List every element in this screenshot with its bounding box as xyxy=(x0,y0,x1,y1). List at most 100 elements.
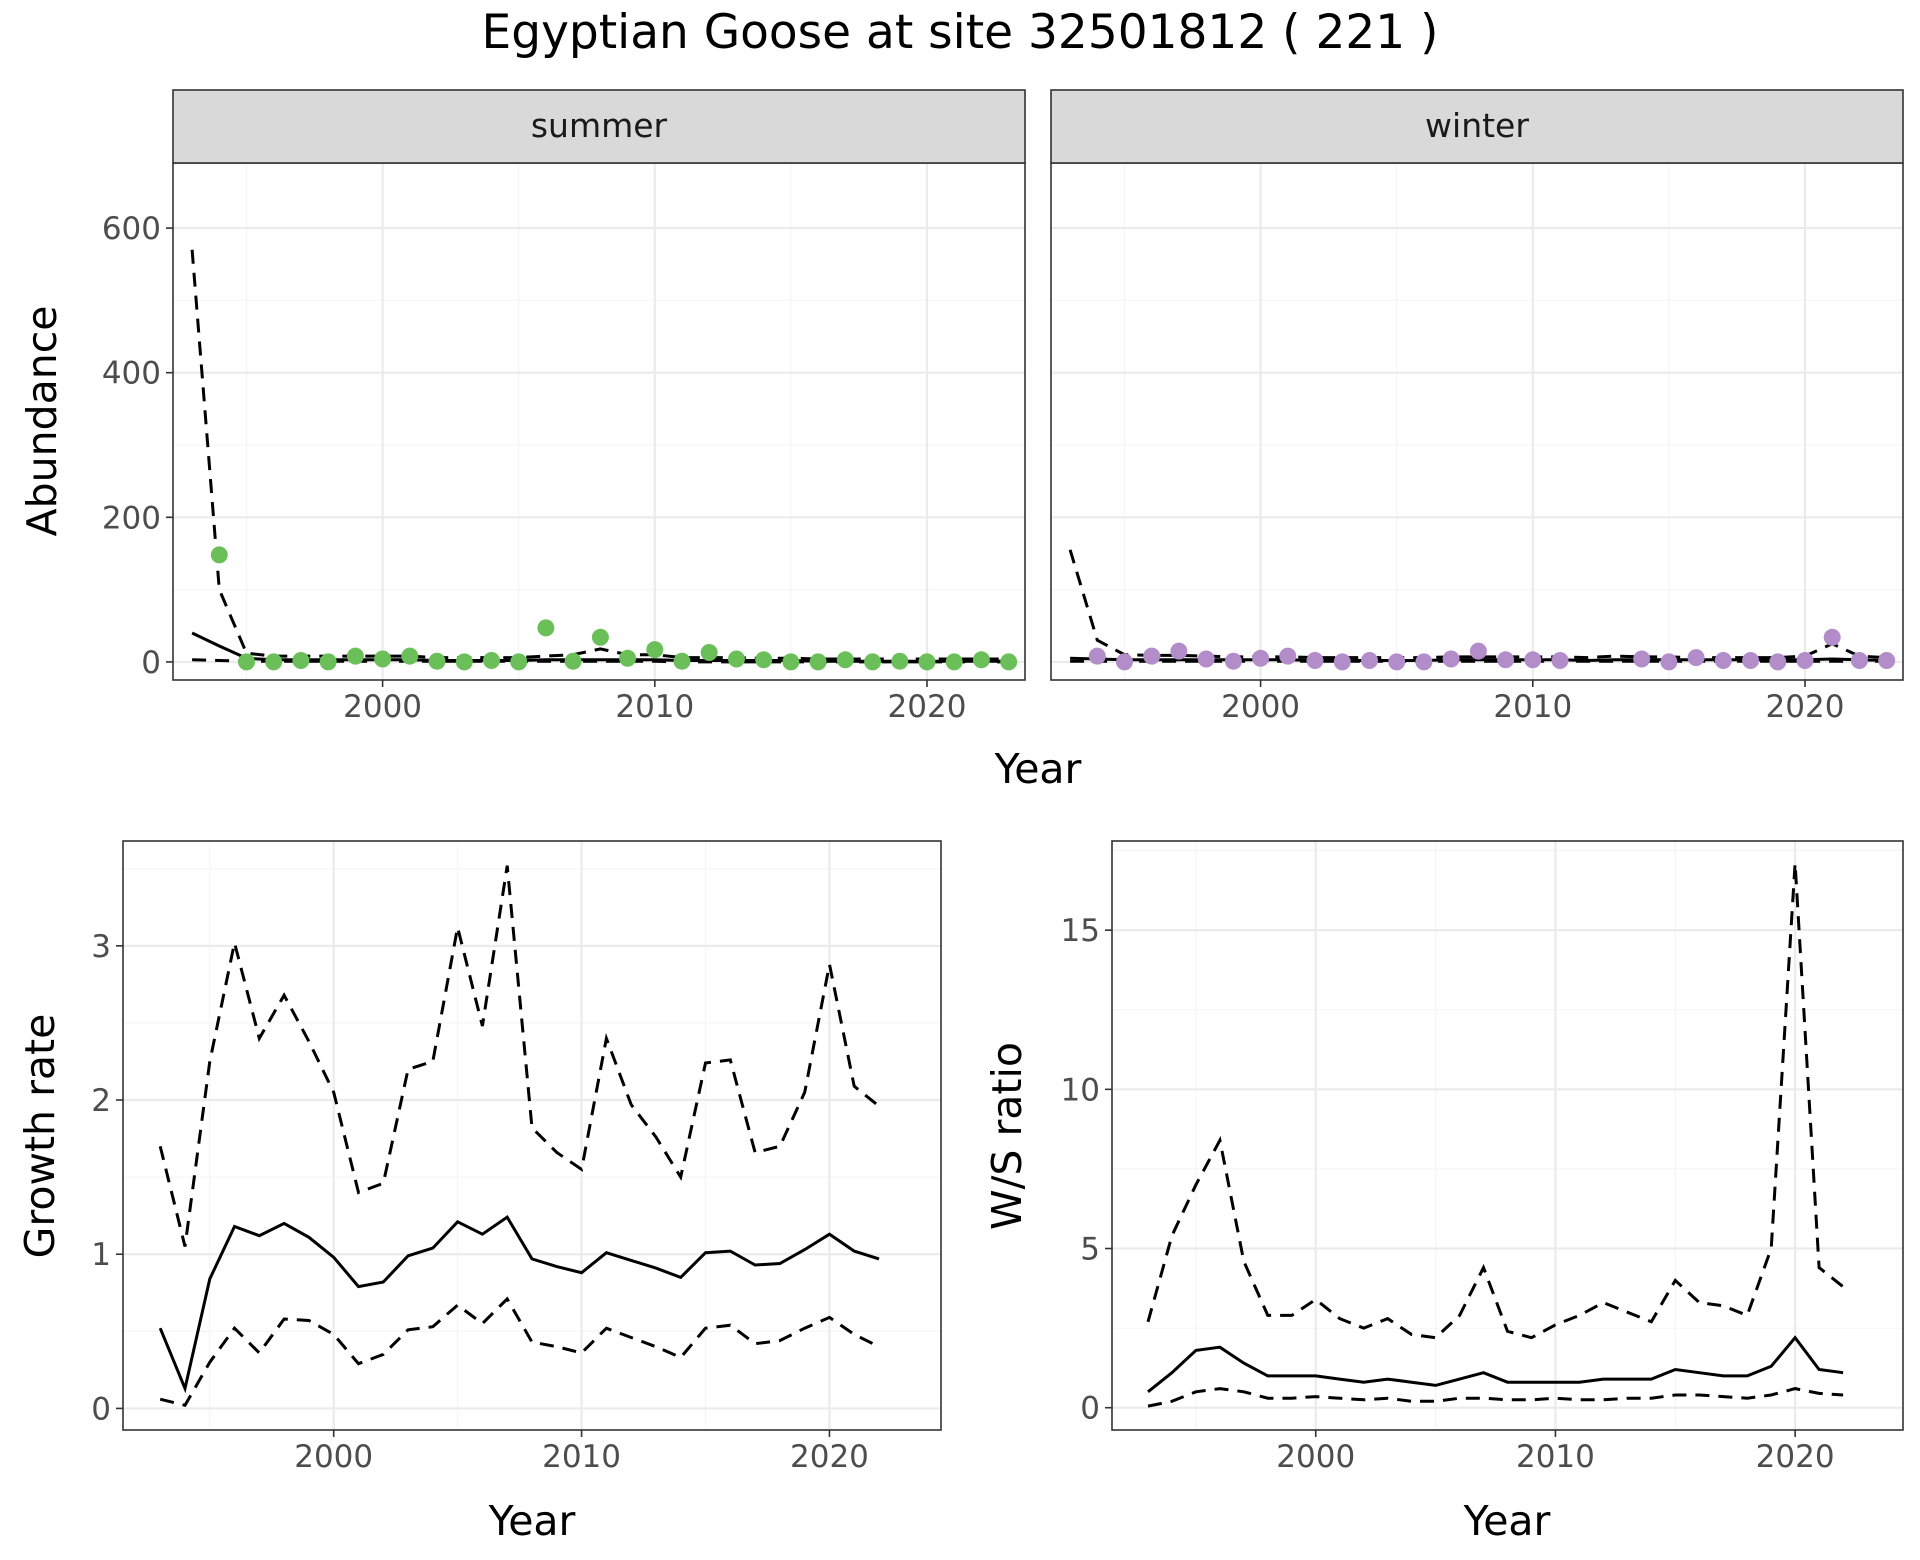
series-line-mean xyxy=(158,1215,880,1394)
data-point-summer xyxy=(210,546,228,564)
y-axis-title: Growth rate xyxy=(16,1014,64,1259)
data-point-summer xyxy=(836,651,854,669)
facet-strip-label: winter xyxy=(1425,106,1529,145)
x-tick-label: 2010 xyxy=(615,689,694,725)
data-point-winter xyxy=(1361,652,1378,669)
data-point-summer xyxy=(483,652,500,669)
data-point-summer xyxy=(564,652,582,670)
series-line-lower xyxy=(1147,1387,1844,1408)
x-axis-title: Year xyxy=(1463,1497,1551,1545)
data-point-summer xyxy=(238,653,255,671)
panel-border xyxy=(1111,840,1904,1431)
data-point-summer xyxy=(972,651,990,669)
facet-strip xyxy=(172,89,1026,164)
x-tick-label: 2020 xyxy=(888,689,967,725)
data-point-winter xyxy=(1197,650,1215,668)
data-point-winter xyxy=(1224,652,1242,670)
x-tick-label: 2000 xyxy=(294,1439,373,1475)
data-point-summer xyxy=(700,644,718,661)
data-point-summer xyxy=(401,647,419,665)
data-point-winter xyxy=(1850,652,1868,669)
y-axis-title: Abundance xyxy=(18,306,66,537)
facet-panel-winter: winter 2000 2010 2020 xyxy=(1050,89,1904,725)
panel-background xyxy=(1051,163,1903,680)
data-point-summer xyxy=(374,650,392,668)
data-point-summer xyxy=(673,652,691,670)
x-tick-label: 2020 xyxy=(1756,1439,1835,1475)
data-point-summer xyxy=(619,649,637,667)
data-point-winter xyxy=(1524,651,1542,669)
data-point-winter xyxy=(1279,647,1297,665)
series-line-upper xyxy=(1146,863,1845,1340)
data-point-winter xyxy=(1687,649,1705,667)
data-point-winter xyxy=(1415,653,1433,671)
data-point-winter xyxy=(1633,650,1651,668)
data-point-winter xyxy=(1170,642,1188,660)
facet-panel-summer: summer 2000 2010 2020 0 200 400 600 xyxy=(102,89,1026,725)
series-line-mean xyxy=(1147,1335,1844,1393)
data-point-summer xyxy=(265,653,283,671)
x-axis-title: Year xyxy=(488,1497,576,1545)
y-tick-label: 200 xyxy=(102,500,161,536)
y-tick-label: 1 xyxy=(91,1237,111,1273)
data-point-winter xyxy=(1306,652,1324,669)
y-tick-label: 2 xyxy=(91,1083,111,1119)
data-point-winter xyxy=(1252,649,1270,667)
data-point-summer xyxy=(428,652,446,670)
facet-strip xyxy=(1050,89,1904,164)
data-point-winter xyxy=(1551,652,1569,669)
data-point-summer xyxy=(755,651,773,669)
data-point-summer xyxy=(319,653,337,671)
data-point-winter xyxy=(1143,647,1161,665)
data-point-winter xyxy=(1388,653,1406,671)
data-point-winter xyxy=(1769,653,1787,671)
data-point-winter xyxy=(1878,652,1896,669)
series-line-lower xyxy=(159,1296,880,1408)
data-point-winter xyxy=(1796,652,1814,669)
data-point-winter xyxy=(1469,642,1487,660)
data-point-summer xyxy=(1000,653,1018,671)
facet-strip-label: summer xyxy=(531,106,668,145)
data-point-winter xyxy=(1823,628,1841,646)
x-tick-label: 2010 xyxy=(1493,689,1572,725)
x-tick-label: 2020 xyxy=(790,1439,869,1475)
y-tick-label: 3 xyxy=(91,929,111,965)
x-tick-label: 2000 xyxy=(1221,689,1300,725)
x-axis-title: Year xyxy=(994,745,1082,793)
data-point-summer xyxy=(728,650,745,668)
panel-border xyxy=(122,840,942,1431)
data-point-summer xyxy=(646,641,664,659)
y-tick-label: 0 xyxy=(1080,1391,1100,1427)
data-point-summer xyxy=(537,619,555,637)
data-point-summer xyxy=(891,652,909,670)
y-tick-label: 0 xyxy=(91,1391,111,1427)
x-tick-label: 2000 xyxy=(343,689,422,725)
data-point-winter xyxy=(1497,651,1515,669)
data-point-summer xyxy=(346,647,364,665)
data-point-winter xyxy=(1742,652,1760,669)
data-point-winter xyxy=(1714,652,1732,669)
y-tick-label: 600 xyxy=(102,211,161,247)
y-tick-label: 0 xyxy=(141,645,161,681)
growth-rate-chart: 2000 2010 2020 0 1 2 3 Year Growth rate xyxy=(16,840,942,1545)
data-point-summer xyxy=(591,628,609,646)
x-tick-label: 2010 xyxy=(1516,1439,1595,1475)
series-line-upper xyxy=(158,865,880,1247)
data-point-summer xyxy=(809,653,827,671)
data-point-summer xyxy=(782,653,800,671)
data-point-summer xyxy=(864,653,882,671)
x-tick-label: 2020 xyxy=(1766,689,1845,725)
ws-ratio-chart: 2000 2010 2020 0 5 10 15 Year W/S ratio xyxy=(983,840,1904,1545)
x-tick-label: 2010 xyxy=(542,1439,621,1475)
data-point-winter xyxy=(1333,653,1351,671)
y-tick-label: 10 xyxy=(1061,1072,1100,1108)
data-point-winter xyxy=(1442,650,1460,668)
y-axis-title: W/S ratio xyxy=(983,1042,1031,1230)
x-tick-label: 2000 xyxy=(1276,1439,1355,1475)
figure-title: Egyptian Goose at site 32501812 ( 221 ) xyxy=(482,5,1439,60)
data-point-winter xyxy=(1116,653,1133,671)
data-point-winter xyxy=(1660,653,1678,671)
y-tick-label: 400 xyxy=(102,356,161,392)
y-tick-label: 5 xyxy=(1080,1232,1100,1268)
